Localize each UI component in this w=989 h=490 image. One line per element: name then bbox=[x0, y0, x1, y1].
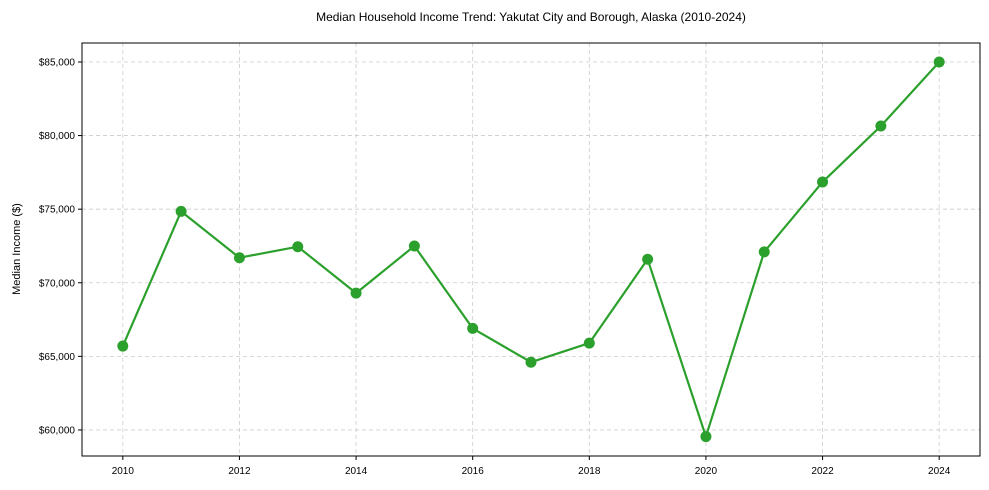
series-line bbox=[121, 61, 941, 438]
y-tick-label: $75,000 bbox=[39, 205, 76, 216]
y-tick-label: $70,000 bbox=[39, 278, 76, 289]
y-axis: $60,000 $65,000 $70,000 $75,000 $80,000 $85,0… bbox=[39, 57, 82, 436]
x-tick-label: 2020 bbox=[695, 466, 718, 477]
x-tick-label: 2016 bbox=[462, 466, 485, 477]
x-tick-label: 2010 bbox=[112, 466, 135, 477]
plot-area-border bbox=[81, 42, 981, 457]
chart-title: Median Household Income Trend: Yakutat C… bbox=[316, 10, 746, 24]
x-tick-label: 2012 bbox=[228, 466, 251, 477]
x-tick-label: 2014 bbox=[345, 466, 368, 477]
y-tick-label: $85,000 bbox=[39, 57, 76, 68]
data-point-marker bbox=[175, 205, 187, 217]
data-point-marker bbox=[875, 120, 887, 132]
x-tick-label: 2024 bbox=[928, 466, 951, 477]
data-point-marker bbox=[642, 253, 654, 265]
x-tick-label: 2018 bbox=[578, 466, 601, 477]
data-point-marker bbox=[817, 176, 829, 188]
data-series bbox=[117, 56, 945, 443]
data-point-marker bbox=[758, 246, 770, 258]
y-tick-label: $60,000 bbox=[39, 425, 76, 436]
y-tick-label: $65,000 bbox=[39, 352, 76, 363]
data-point-marker bbox=[233, 252, 245, 264]
y-tick-label: $80,000 bbox=[39, 131, 76, 142]
data-point-marker bbox=[933, 56, 945, 68]
data-point-marker bbox=[525, 356, 537, 368]
data-point-marker bbox=[467, 322, 479, 334]
data-point-marker bbox=[117, 340, 129, 352]
x-tick-label: 2022 bbox=[811, 466, 834, 477]
y-axis-label: Median Income ($) bbox=[11, 203, 23, 295]
x-axis: 2010 2012 2014 2016 2018 2020 2022 2024 bbox=[112, 456, 951, 477]
grid-lines bbox=[82, 43, 980, 456]
data-point-marker bbox=[350, 287, 362, 299]
data-point-marker bbox=[583, 337, 595, 349]
data-point-marker bbox=[700, 431, 712, 443]
data-point-marker bbox=[292, 241, 304, 253]
data-point-marker bbox=[408, 240, 420, 252]
